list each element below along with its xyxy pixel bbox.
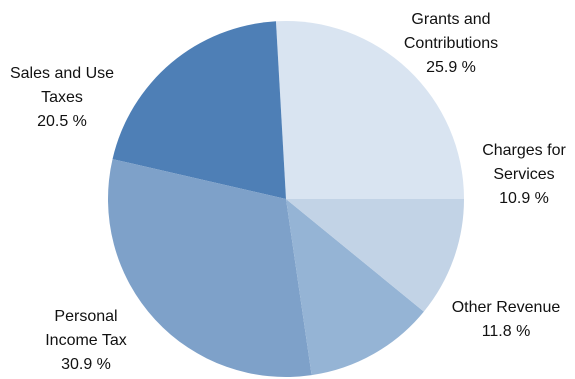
pie-label-line: Income Tax bbox=[45, 332, 127, 349]
pie-label-line: Charges for bbox=[482, 142, 566, 159]
pie-label-line: Sales and Use bbox=[10, 65, 114, 82]
pie-label-percent: 25.9 % bbox=[426, 59, 476, 76]
pie-label-percent: 11.8 % bbox=[482, 323, 531, 340]
pie-label-line: Grants and bbox=[411, 11, 490, 28]
pie-slice-sales-and-use-taxes bbox=[112, 21, 286, 200]
pie-slice-grants-and-contributions bbox=[275, 20, 464, 199]
pie-slice-personal-income-tax bbox=[107, 159, 312, 377]
pie-slices bbox=[107, 20, 464, 377]
pie-label-percent: 30.9 % bbox=[61, 356, 111, 373]
pie-label-line: Taxes bbox=[41, 89, 83, 106]
pie-label-line: Other Revenue bbox=[452, 299, 561, 316]
pie-label-line: Personal bbox=[54, 308, 117, 325]
pie-label-grants-and-contributions: Grants and Contributions 25.9 % bbox=[404, 11, 498, 76]
pie-label-charges-for-services: Charges for Services 10.9 % bbox=[482, 142, 566, 207]
pie-label-other-revenue: Other Revenue 11.8 % bbox=[452, 299, 561, 340]
pie-slice-other-revenue bbox=[286, 199, 424, 376]
pie-label-sales-and-use-taxes: Sales and Use Taxes 20.5 % bbox=[10, 65, 114, 130]
pie-label-percent: 20.5 % bbox=[37, 113, 87, 130]
pie-slice-charges-for-services bbox=[286, 199, 464, 312]
pie-label-line: Contributions bbox=[404, 35, 498, 52]
pie-label-percent: 10.9 % bbox=[499, 190, 549, 207]
pie-labels: Grants and Contributions 25.9 % Sales and U… bbox=[10, 11, 567, 373]
pie-label-line: Services bbox=[493, 166, 554, 183]
pie-label-personal-income-tax: Personal Income Tax 30.9 % bbox=[45, 308, 127, 373]
